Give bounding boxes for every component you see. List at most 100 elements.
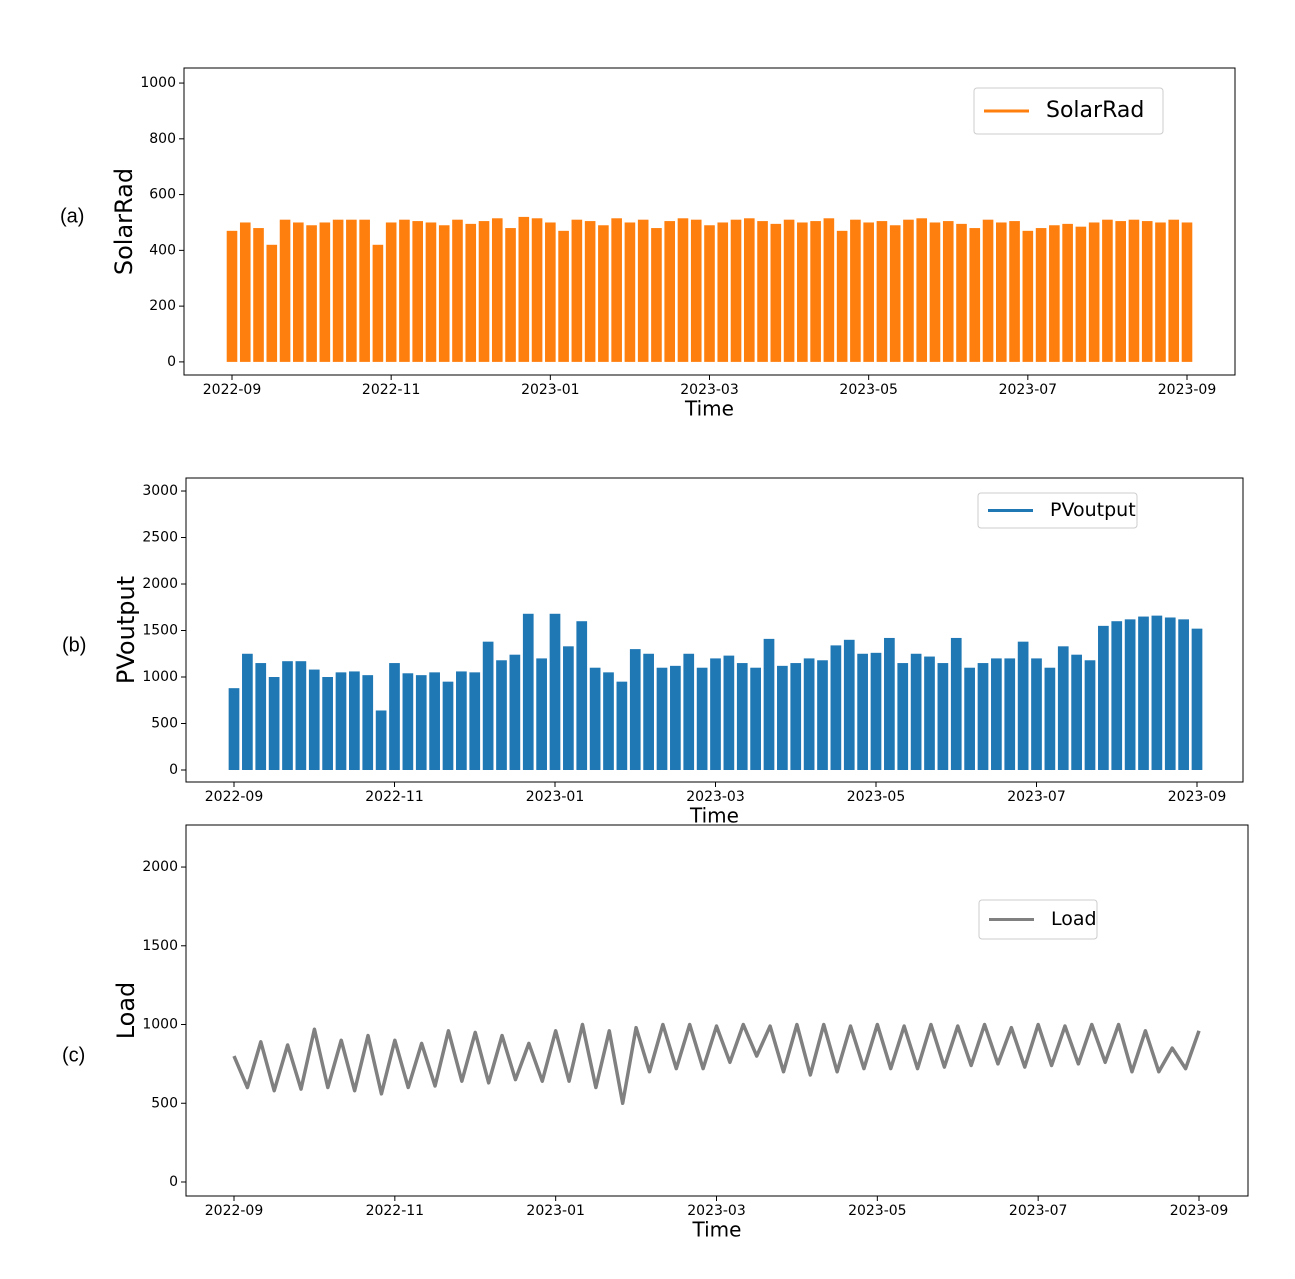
spike <box>757 221 768 362</box>
spike <box>817 660 828 771</box>
spike <box>1017 641 1029 771</box>
spike <box>1071 654 1082 771</box>
spike <box>910 653 922 771</box>
x-tick-label: 2023-05 <box>847 789 906 805</box>
spike <box>478 221 490 362</box>
spike <box>991 658 1002 771</box>
spike <box>1004 658 1016 771</box>
spike <box>850 219 861 362</box>
spike <box>1141 221 1153 362</box>
y-tick-label: 0 <box>167 354 176 370</box>
spike <box>1191 628 1203 771</box>
spike <box>996 222 1007 362</box>
spike <box>956 223 967 362</box>
spike <box>322 677 333 771</box>
spike <box>969 228 981 362</box>
spike <box>777 665 788 771</box>
spike <box>362 675 374 771</box>
spike <box>531 218 543 362</box>
spike <box>770 223 782 362</box>
spike <box>239 222 251 362</box>
spike <box>884 637 895 771</box>
y-tick-label: 1500 <box>142 623 178 639</box>
spike <box>308 669 320 771</box>
spike <box>1111 621 1123 771</box>
spike <box>282 661 293 771</box>
x-tick-label: 2022-09 <box>205 1203 264 1219</box>
spike <box>1138 616 1149 771</box>
spike <box>319 222 331 362</box>
spike <box>736 663 748 771</box>
x-tick-label: 2023-05 <box>848 1203 907 1219</box>
spike <box>670 665 681 771</box>
spike <box>425 222 437 362</box>
y-tick-label: 200 <box>149 298 176 314</box>
spike <box>522 613 534 771</box>
spike <box>549 613 561 771</box>
plot-frame <box>183 67 1236 376</box>
spike <box>916 218 928 362</box>
spike <box>558 230 569 362</box>
y-tick-label: 2500 <box>142 530 178 546</box>
spike <box>704 225 715 362</box>
y-tick-label: 2000 <box>142 576 178 592</box>
spike <box>656 667 668 771</box>
spike <box>482 641 494 771</box>
spike <box>1168 219 1180 362</box>
x-tick-label: 2023-01 <box>521 382 580 398</box>
spike <box>1044 667 1056 771</box>
y-tick-label: 1000 <box>142 669 178 685</box>
spike <box>857 653 868 771</box>
spike <box>536 658 547 771</box>
spike <box>1098 625 1109 771</box>
spike <box>611 218 622 362</box>
spike <box>629 649 641 771</box>
legend-label: SolarRad <box>1046 98 1144 123</box>
spike <box>295 661 307 771</box>
spike <box>870 652 882 771</box>
x-tick-label: 2023-07 <box>1007 789 1066 805</box>
spike <box>1022 230 1034 362</box>
spike <box>950 637 962 771</box>
y-tick-label: 400 <box>149 242 176 258</box>
x-tick-label: 2023-01 <box>526 1203 585 1219</box>
spike <box>389 663 400 771</box>
spike <box>429 672 440 771</box>
spike <box>1155 222 1166 362</box>
spike <box>843 639 855 771</box>
spike <box>637 219 649 362</box>
y-tick-label: 600 <box>149 187 176 203</box>
x-tick-label: 2022-09 <box>205 789 264 805</box>
spike <box>1164 617 1176 771</box>
y-tick-label: 1500 <box>142 938 178 954</box>
plot-frame <box>185 477 1244 783</box>
panel-label: (b) <box>62 634 86 656</box>
spike <box>924 656 935 771</box>
spike <box>518 216 530 362</box>
spike <box>1151 615 1163 771</box>
spike <box>763 638 775 771</box>
y-axis-label: SolarRad <box>110 168 138 275</box>
spike <box>783 219 795 362</box>
plot-frame <box>185 824 1249 1197</box>
x-tick-label: 2023-09 <box>1170 1203 1229 1219</box>
x-tick-label: 2023-05 <box>839 382 898 398</box>
panel-label: (c) <box>62 1044 85 1066</box>
spike <box>903 219 914 362</box>
spike <box>683 653 695 771</box>
spike <box>442 681 454 771</box>
x-tick-label: 2023-09 <box>1158 382 1217 398</box>
spike <box>359 219 370 362</box>
series-line <box>232 1022 1201 1105</box>
legend-label: Load <box>1051 908 1097 930</box>
panel-label: (a) <box>60 205 84 227</box>
spike <box>415 675 427 771</box>
spike <box>1128 219 1140 362</box>
spike <box>750 667 761 771</box>
spike <box>452 219 463 362</box>
y-tick-label: 1000 <box>142 1017 178 1033</box>
x-tick-label: 2023-01 <box>526 789 585 805</box>
spike <box>889 225 901 362</box>
spike <box>1124 619 1136 771</box>
spike <box>1057 646 1069 771</box>
